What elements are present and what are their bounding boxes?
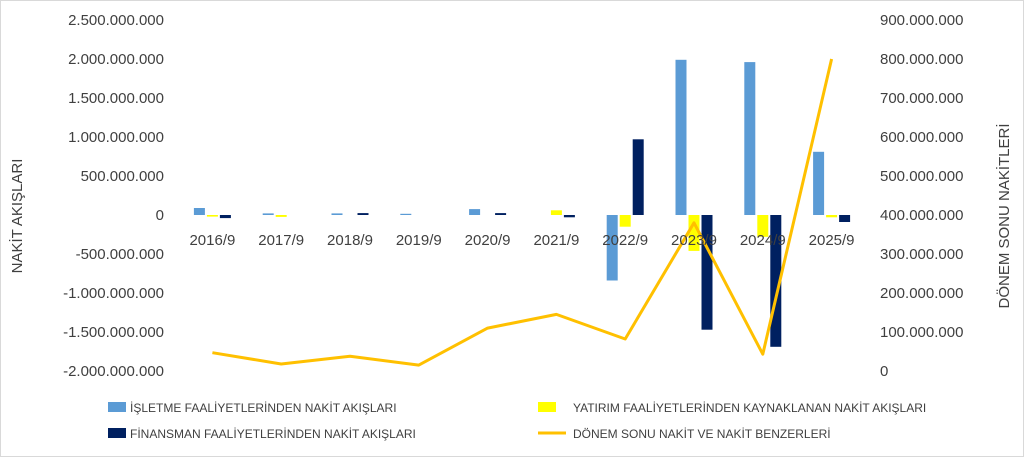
- left-tick-label: 2.500.000.000: [68, 12, 164, 29]
- bar-3-2021/9: [563, 215, 575, 218]
- legend-swatch-financing: [108, 428, 126, 438]
- legend-label-investing: YATIRIM FAALİYETLERİNDEN KAYNAKLANAN NAK…: [573, 401, 926, 415]
- left-tick-label: 2.000.000.000: [68, 51, 164, 68]
- bar-3-2024/9: [770, 215, 782, 347]
- bar-1-2022/9: [606, 215, 618, 281]
- bar-2-2021/9: [550, 210, 562, 215]
- legend-label-period-end-cash: DÖNEM SONU NAKİT VE NAKİT BENZERLERİ: [573, 427, 831, 441]
- bar-2-2024/9: [757, 215, 769, 237]
- legend-swatch-investing: [538, 402, 556, 412]
- bar-1-2016/9: [193, 208, 205, 215]
- bar-2-2022/9: [619, 215, 631, 227]
- right-tick-label: 400.000.000: [880, 207, 963, 224]
- legend-label-operating: İŞLETME FAALİYETLERİNDEN NAKİT AKIŞLARI: [130, 401, 397, 415]
- bar-1-2018/9: [331, 213, 343, 215]
- left-tick-label: -1.500.000.000: [63, 324, 164, 341]
- category-label-2023/9: 2023/9: [671, 232, 717, 249]
- left-tick-label: 1.000.000.000: [68, 129, 164, 146]
- bars-layer: [193, 59, 851, 347]
- left-tick-label: 1.500.000.000: [68, 90, 164, 107]
- bar-3-2025/9: [839, 215, 851, 222]
- legend: İŞLETME FAALİYETLERİNDEN NAKİT AKIŞLARI …: [108, 401, 926, 441]
- left-tick-label: 0: [156, 207, 164, 224]
- line-layer: [212, 58, 834, 367]
- category-label-2018/9: 2018/9: [327, 232, 373, 249]
- right-tick-label: 300.000.000: [880, 246, 963, 263]
- right-tick-label: 900.000.000: [880, 12, 963, 29]
- bar-1-2019/9: [400, 213, 412, 215]
- bar-3-2023/9: [701, 215, 713, 330]
- category-label-2016/9: 2016/9: [189, 232, 235, 249]
- bar-3-2022/9: [632, 139, 644, 215]
- bar-2-2023/9: [688, 215, 700, 251]
- bar-3-2016/9: [219, 215, 231, 219]
- left-axis-title: NAKİT AKIŞLARI: [8, 159, 26, 274]
- bar-3-2018/9: [357, 213, 369, 215]
- right-tick-label: 0: [880, 363, 888, 380]
- category-label-2025/9: 2025/9: [809, 232, 855, 249]
- bar-2-2017/9: [275, 215, 287, 217]
- bar-2-2016/9: [206, 215, 218, 217]
- category-label-2024/9: 2024/9: [740, 232, 786, 249]
- right-tick-label: 200.000.000: [880, 285, 963, 302]
- category-label-2017/9: 2017/9: [258, 232, 304, 249]
- right-axis-title: DÖNEM SONU NAKİTLERİ: [995, 123, 1013, 308]
- right-tick-label: 500.000.000: [880, 168, 963, 185]
- bar-3-2020/9: [495, 213, 507, 215]
- right-tick-label: 700.000.000: [880, 90, 963, 107]
- legend-swatch-operating: [108, 402, 126, 412]
- left-axis-ticks: 2.500.000.000 2.000.000.000 1.500.000.000 1…: [63, 12, 164, 380]
- category-label-2019/9: 2019/9: [396, 232, 442, 249]
- right-tick-label: 100.000.000: [880, 324, 963, 341]
- line-series-period-end-cash: [212, 58, 834, 367]
- category-label-2020/9: 2020/9: [465, 232, 511, 249]
- category-labels: 2016/9 2017/9 2018/9 2019/9 2020/9 2021/9 2022…: [189, 232, 854, 249]
- legend-label-financing: FİNANSMAN FAALİYETLERİNDEN NAKİT AKIŞLAR…: [130, 427, 416, 441]
- right-tick-label: 600.000.000: [880, 129, 963, 146]
- right-axis-ticks: 900.000.000 800.000.000 700.000.000 600.000…: [880, 12, 963, 380]
- bar-1-2017/9: [262, 213, 274, 215]
- left-tick-label: 500.000.000: [81, 168, 164, 185]
- bar-2-2025/9: [826, 215, 838, 218]
- category-label-2022/9: 2022/9: [602, 232, 648, 249]
- left-tick-label: -1.000.000.000: [63, 285, 164, 302]
- left-tick-label: -2.000.000.000: [63, 363, 164, 380]
- bar-1-2020/9: [469, 209, 481, 215]
- left-tick-label: -500.000.000: [76, 246, 164, 263]
- right-tick-label: 800.000.000: [880, 51, 963, 68]
- category-label-2021/9: 2021/9: [533, 232, 579, 249]
- bar-1-2023/9: [675, 59, 687, 215]
- bar-1-2025/9: [813, 151, 825, 215]
- bar-1-2024/9: [744, 62, 756, 215]
